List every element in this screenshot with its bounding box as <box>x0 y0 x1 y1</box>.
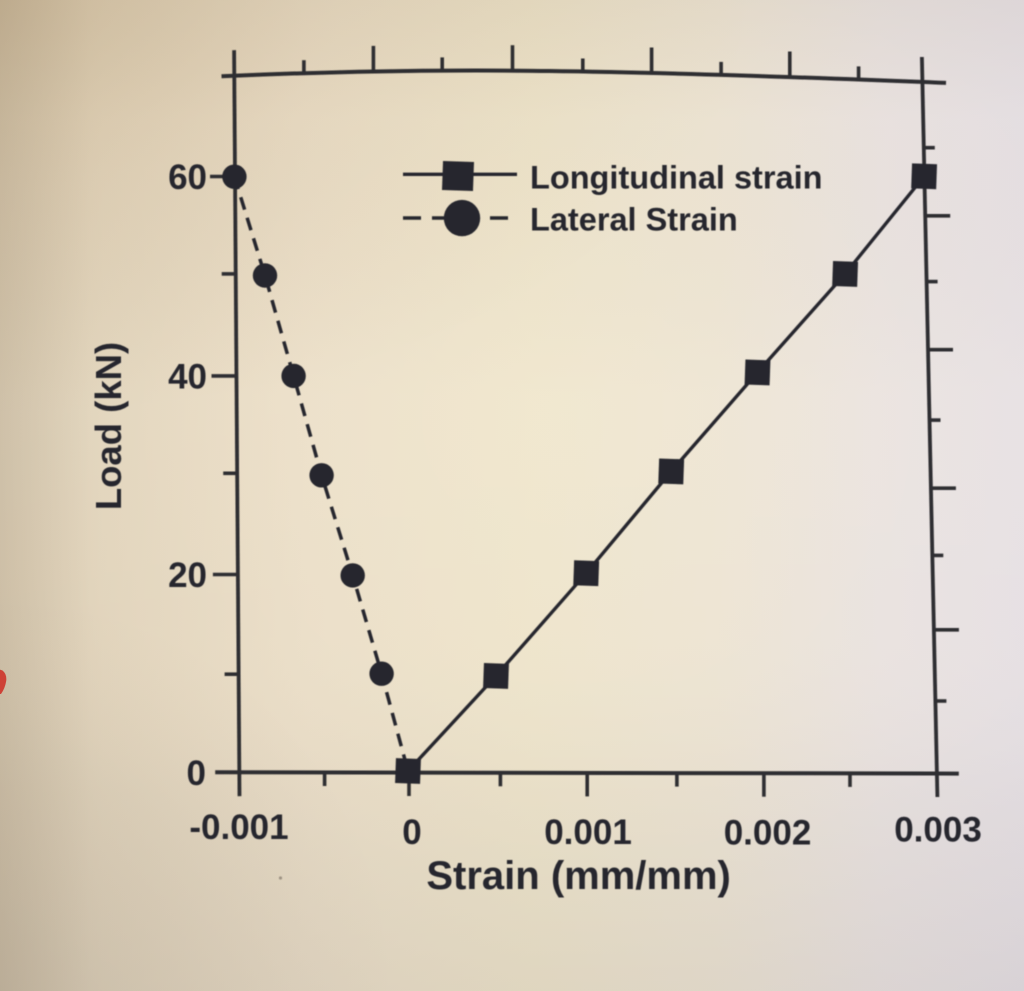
svg-text:0.002: 0.002 <box>724 814 812 853</box>
svg-text:0.001: 0.001 <box>544 813 632 852</box>
svg-text:0: 0 <box>187 754 206 793</box>
svg-text:20: 20 <box>168 556 207 595</box>
svg-text:0.003: 0.003 <box>894 811 982 850</box>
svg-text:60: 60 <box>168 158 207 197</box>
svg-text:Lateral Strain: Lateral Strain <box>530 202 738 238</box>
svg-text:40: 40 <box>168 358 207 397</box>
svg-text:0: 0 <box>402 813 421 852</box>
svg-text:Load (kN): Load (kN) <box>88 342 129 510</box>
svg-text:-0.001: -0.001 <box>189 808 288 847</box>
svg-text:Longitudinal strain: Longitudinal strain <box>530 160 822 196</box>
svg-text:Strain (mm/mm): Strain (mm/mm) <box>426 854 731 898</box>
